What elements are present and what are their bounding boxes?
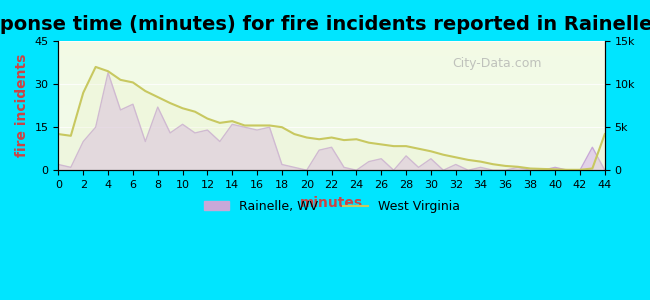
X-axis label: minutes: minutes <box>300 196 363 209</box>
Title: Response time (minutes) for fire incidents reported in Rainelle, WV: Response time (minutes) for fire inciden… <box>0 15 650 34</box>
Text: City-Data.com: City-Data.com <box>452 57 541 70</box>
Y-axis label: fire incidents: fire incidents <box>15 54 29 158</box>
Legend: Rainelle, WV, West Virginia: Rainelle, WV, West Virginia <box>199 195 465 218</box>
